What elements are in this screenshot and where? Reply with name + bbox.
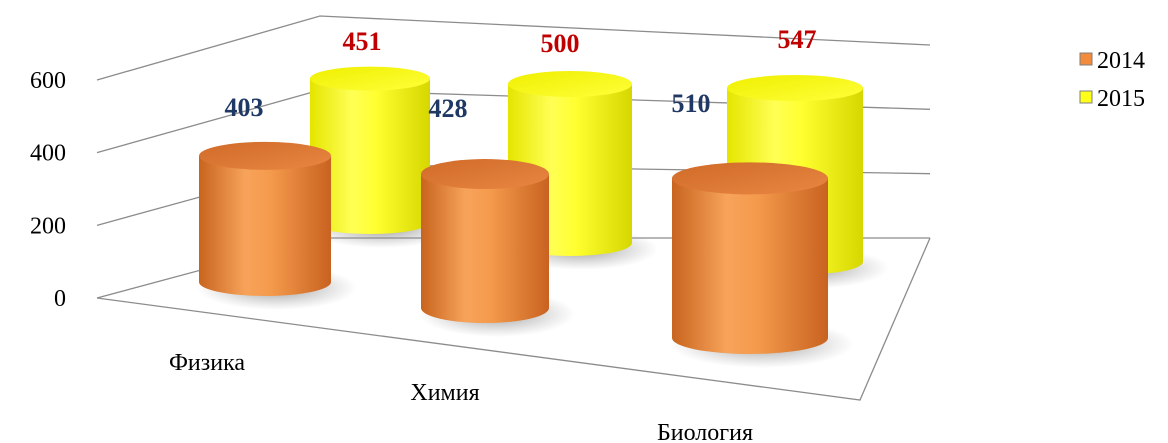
- data-label: 428: [429, 94, 468, 123]
- data-label: 451: [343, 27, 382, 56]
- legend-label: 2014: [1097, 48, 1145, 74]
- data-label: 403: [225, 93, 264, 122]
- y-tick-label: 600: [30, 68, 66, 94]
- x-tick-label: Физика: [169, 350, 245, 376]
- bar-top: [508, 71, 632, 97]
- data-label: 500: [541, 29, 580, 58]
- bar-top: [199, 141, 331, 170]
- bar: [199, 155, 331, 296]
- y-tick-label: 0: [54, 286, 66, 312]
- gridline-600: [96, 15, 931, 81]
- data-labels: 403 428 510 451 500 547: [225, 25, 817, 123]
- bar-top: [421, 159, 549, 190]
- data-label: 510: [672, 89, 711, 118]
- x-tick-label: Биология: [657, 420, 753, 443]
- bar-top: [310, 66, 430, 91]
- y-tick-label: 200: [30, 213, 66, 239]
- bar-top: [727, 75, 863, 102]
- bar: [672, 178, 828, 354]
- chart-legend: 2014 2015: [1079, 48, 1145, 112]
- data-label: 547: [778, 25, 817, 54]
- chart-plot-area: [197, 66, 889, 368]
- legend-swatch: [1079, 90, 1093, 104]
- bar: [421, 174, 549, 323]
- bar: [310, 78, 430, 234]
- y-tick-label: 400: [30, 141, 66, 167]
- legend-label: 2015: [1097, 86, 1145, 112]
- axis-labels: 0 200 400 600 Физика Химия Биология: [30, 68, 753, 443]
- x-tick-label: Химия: [410, 380, 479, 406]
- legend-swatch: [1079, 52, 1093, 66]
- floor-edge: [96, 237, 931, 401]
- bar-top: [672, 162, 828, 195]
